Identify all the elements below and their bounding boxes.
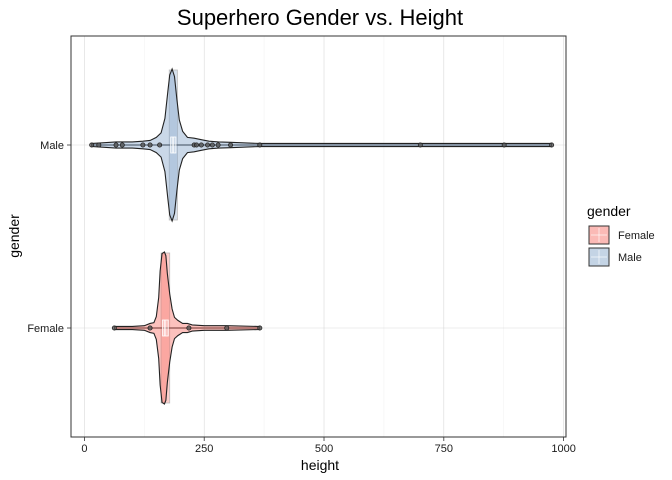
legend-item-female: Female: [588, 225, 655, 245]
outlier-point: [194, 142, 200, 148]
x-tick-label: 250: [195, 443, 213, 455]
outlier-point: [140, 142, 146, 148]
outlier-point: [257, 142, 263, 148]
outlier-point: [111, 325, 117, 331]
x-tick-label: 1000: [551, 443, 575, 455]
outlier-point: [549, 142, 555, 148]
x-tick-label: 500: [315, 443, 333, 455]
violin-male: [89, 67, 555, 223]
grid-lines: [71, 36, 566, 437]
y-axis-title: gender: [6, 214, 22, 258]
outlier-point: [113, 142, 119, 148]
outlier-point: [157, 142, 163, 148]
x-axis-title: height: [301, 457, 339, 473]
outlier-point: [228, 142, 234, 148]
outlier-point: [147, 142, 153, 148]
outlier-point: [186, 325, 192, 331]
outlier-point: [417, 142, 423, 148]
legend: gender Female Male: [587, 203, 655, 267]
outlier-point: [257, 325, 263, 331]
outlier-point: [89, 142, 95, 148]
outlier-point: [96, 142, 102, 148]
panel-border: [70, 35, 567, 438]
outlier-point: [147, 325, 153, 331]
outlier-point: [119, 142, 125, 148]
legend-label: Female: [618, 230, 655, 242]
legend-label: Male: [618, 252, 642, 264]
legend-item-male: Male: [588, 247, 642, 267]
outlier-point: [198, 142, 204, 148]
x-tick-label: 750: [435, 443, 453, 455]
y-tick-label: Female: [27, 323, 64, 335]
outlier-point: [205, 142, 211, 148]
violins: [89, 67, 555, 405]
violin-female: [111, 251, 263, 405]
legend-title: gender: [587, 203, 631, 219]
x-tick-label: 0: [81, 443, 87, 455]
y-tick-label: Male: [40, 140, 64, 152]
outlier-point: [224, 325, 230, 331]
x-axis: 0 250 500 750 1000: [81, 437, 576, 455]
chart-title: Superhero Gender vs. Height: [177, 5, 463, 30]
outlier-point: [209, 142, 215, 148]
outlier-point: [501, 142, 507, 148]
outlier-point: [215, 142, 221, 148]
y-axis: Female Male: [27, 140, 71, 335]
